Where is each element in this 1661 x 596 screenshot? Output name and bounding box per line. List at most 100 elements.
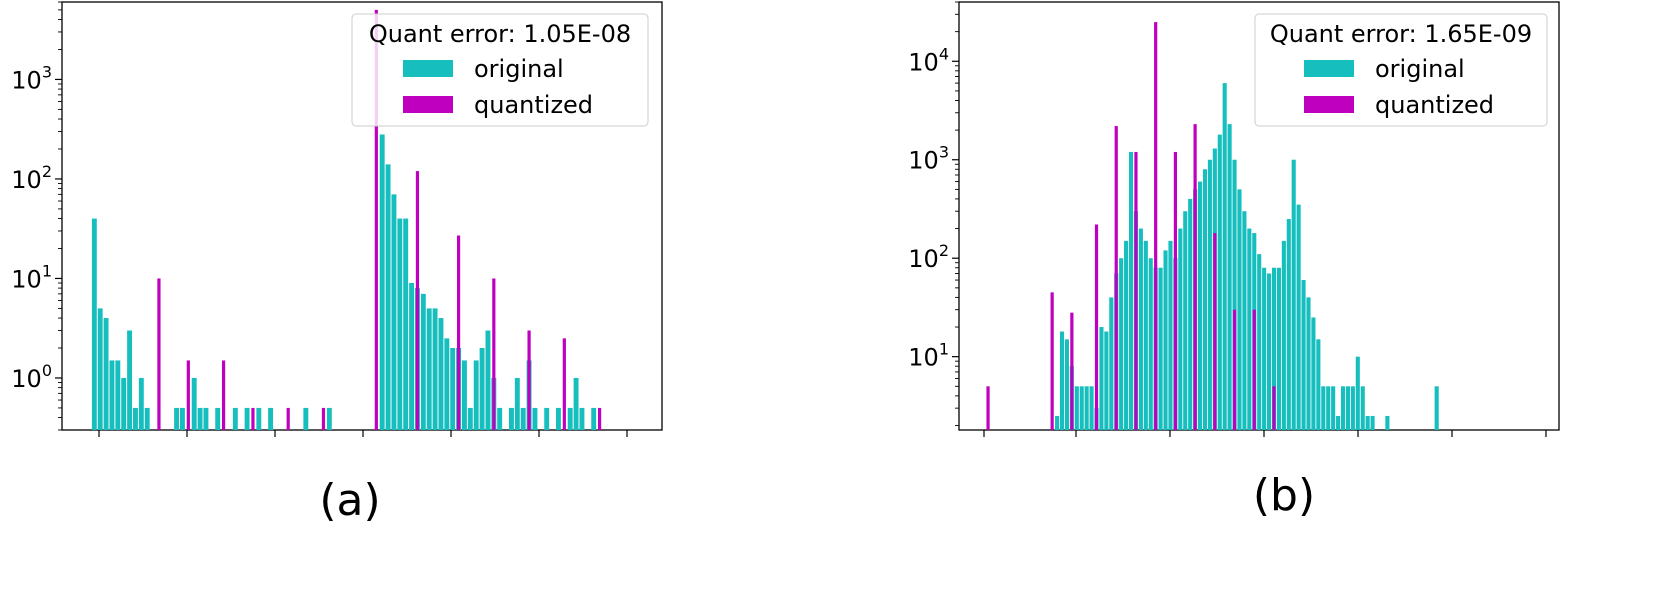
chart-b-bar-original xyxy=(1124,240,1129,430)
chart-a-legend-swatch-original xyxy=(403,60,453,77)
chart-b-bar-original xyxy=(1311,317,1316,430)
chart-a-legend-label-original: original xyxy=(474,55,564,83)
chart-b-bar-original xyxy=(1365,415,1370,430)
chart-a-bar-original xyxy=(403,218,409,430)
chart-b-bar-quantized xyxy=(1173,151,1177,430)
chart-a-bar-original xyxy=(121,377,127,430)
chart-b-bar-quantized xyxy=(1070,312,1074,430)
chart-a-bar-quantized xyxy=(562,338,566,430)
chart-a-x-ticks xyxy=(98,430,628,437)
chart-a-bar-original xyxy=(567,407,573,430)
chart-a-bar-original xyxy=(191,377,197,430)
chart-a-bar-original xyxy=(232,407,238,430)
chart-a-bar-original xyxy=(103,318,109,430)
chart-b-legend-swatch-quantized xyxy=(1304,96,1354,113)
chart-a-bar-original xyxy=(127,330,133,430)
chart-b-bar-original xyxy=(1178,228,1183,430)
chart-a-bar-original xyxy=(462,360,467,430)
chart-a-bar-original xyxy=(97,308,103,430)
chart-b-bar-original xyxy=(1163,250,1168,430)
chart-b-bar-original xyxy=(1222,83,1227,431)
chart-b-legend-title: Quant error: 1.65E-09 xyxy=(1270,20,1532,48)
chart-b-bar-original xyxy=(1109,297,1114,430)
chart-a-bar-quantized xyxy=(157,278,161,430)
chart-a-legend-swatch-quantized xyxy=(403,96,453,113)
chart-a-bars-quantized xyxy=(157,9,602,430)
chart-b-x-ticks xyxy=(983,430,1547,437)
chart-b-bars-original xyxy=(1055,83,1439,431)
chart-b-bar-quantized xyxy=(1050,292,1054,430)
chart-a-bar-original xyxy=(391,194,397,430)
chart-b-bar-original xyxy=(1247,228,1252,430)
chart-b-bar-original xyxy=(1434,386,1439,430)
chart-a-bar-original xyxy=(579,407,585,430)
chart-b-bar-original xyxy=(1281,240,1286,430)
chart-a-bar-original xyxy=(115,360,121,430)
chart-a-bar-quantized xyxy=(186,360,190,430)
chart-b-bar-original xyxy=(1064,339,1069,430)
chart-a-bar-original xyxy=(326,407,332,430)
chart-a-bar-quantized xyxy=(374,9,378,430)
chart-a-bar-original xyxy=(144,407,150,430)
chart-a-bar-original xyxy=(244,407,250,430)
chart-b-bars-quantized xyxy=(986,22,1276,430)
chart-b-bar-original xyxy=(1168,240,1173,430)
chart-b-bar-original xyxy=(1291,159,1296,431)
chart-b-bar-original xyxy=(1055,415,1060,430)
chart-b-bar-quantized xyxy=(1134,151,1138,430)
chart-b-bar-original xyxy=(1306,297,1311,430)
chart-a-bar-original xyxy=(91,218,97,430)
chart-b-bar-original xyxy=(1267,273,1272,430)
chart-a-bar-original xyxy=(467,407,473,430)
chart-b-bar-original xyxy=(1207,159,1212,431)
chart-a-bar-original xyxy=(438,318,444,430)
chart-b-y-tick-label: 104 xyxy=(908,44,949,76)
chart-b-bar-original xyxy=(1316,339,1321,430)
chart-a-bar-original xyxy=(133,407,138,430)
chart-a-bar-original xyxy=(138,377,144,430)
chart-b-bar-original xyxy=(1370,415,1375,430)
chart-a-bar-original xyxy=(397,218,403,430)
chart-b-bar-quantized xyxy=(1154,22,1158,430)
chart-b-bar-original xyxy=(1138,228,1143,430)
chart-a-y-tick-label: 103 xyxy=(11,62,52,94)
chart-b-legend: Quant error: 1.65E-09 original quantized xyxy=(1254,13,1548,127)
chart-b-bar-original xyxy=(1360,386,1365,430)
chart-a: 100 101 102 103 (a) Quant error: 1.05E-08 o… xyxy=(11,1,663,526)
chart-b-bar-quantized xyxy=(1232,309,1237,430)
chart-a-bar-original xyxy=(426,308,432,430)
chart-a-axes-frame xyxy=(61,1,663,431)
chart-a-bar-original xyxy=(497,407,503,430)
chart-a-bar-original xyxy=(409,283,415,430)
chart-b-bar-original xyxy=(1296,204,1301,430)
chart-a-bar-original xyxy=(544,407,550,430)
chart-b-bar-original xyxy=(1183,211,1188,430)
chart-a-bar-original xyxy=(180,407,185,430)
chart-a-bar-original xyxy=(479,348,485,430)
chart-b-bar-original xyxy=(1217,134,1222,431)
chart-a-legend-title: Quant error: 1.05E-08 xyxy=(369,20,631,48)
chart-a-legend-label-quantized: quantized xyxy=(474,91,593,119)
chart-a-bar-original xyxy=(509,407,514,430)
chart-a-bar-quantized xyxy=(251,407,255,430)
chart-b-bar-original xyxy=(1128,151,1134,430)
chart-b-bar-original xyxy=(1336,415,1341,430)
chart-a-legend: Quant error: 1.05E-08 original quantized xyxy=(351,13,649,127)
chart-b-y-tick-label: 102 xyxy=(908,241,949,273)
chart-b-bar-original xyxy=(1276,267,1281,430)
chart-b-bar-quantized xyxy=(1114,126,1118,430)
chart-a-bars-original xyxy=(91,134,597,430)
chart-b-y-tick-label: 103 xyxy=(908,143,949,175)
chart-a-bar-quantized xyxy=(456,235,461,430)
chart-b-bar-original xyxy=(1227,124,1232,430)
chart-a-bar-original xyxy=(532,407,538,430)
chart-a-bar-quantized xyxy=(527,330,531,430)
chart-a-bar-original xyxy=(109,360,115,430)
chart-b-bar-original xyxy=(1089,386,1094,430)
chart-b-bar-original xyxy=(1143,240,1148,430)
chart-b-y-ticks: 101 102 103 104 xyxy=(908,1,959,426)
chart-a-bar-quantized xyxy=(415,171,420,430)
chart-a-bar-original xyxy=(520,407,526,430)
chart-a-bar-original xyxy=(444,338,450,430)
